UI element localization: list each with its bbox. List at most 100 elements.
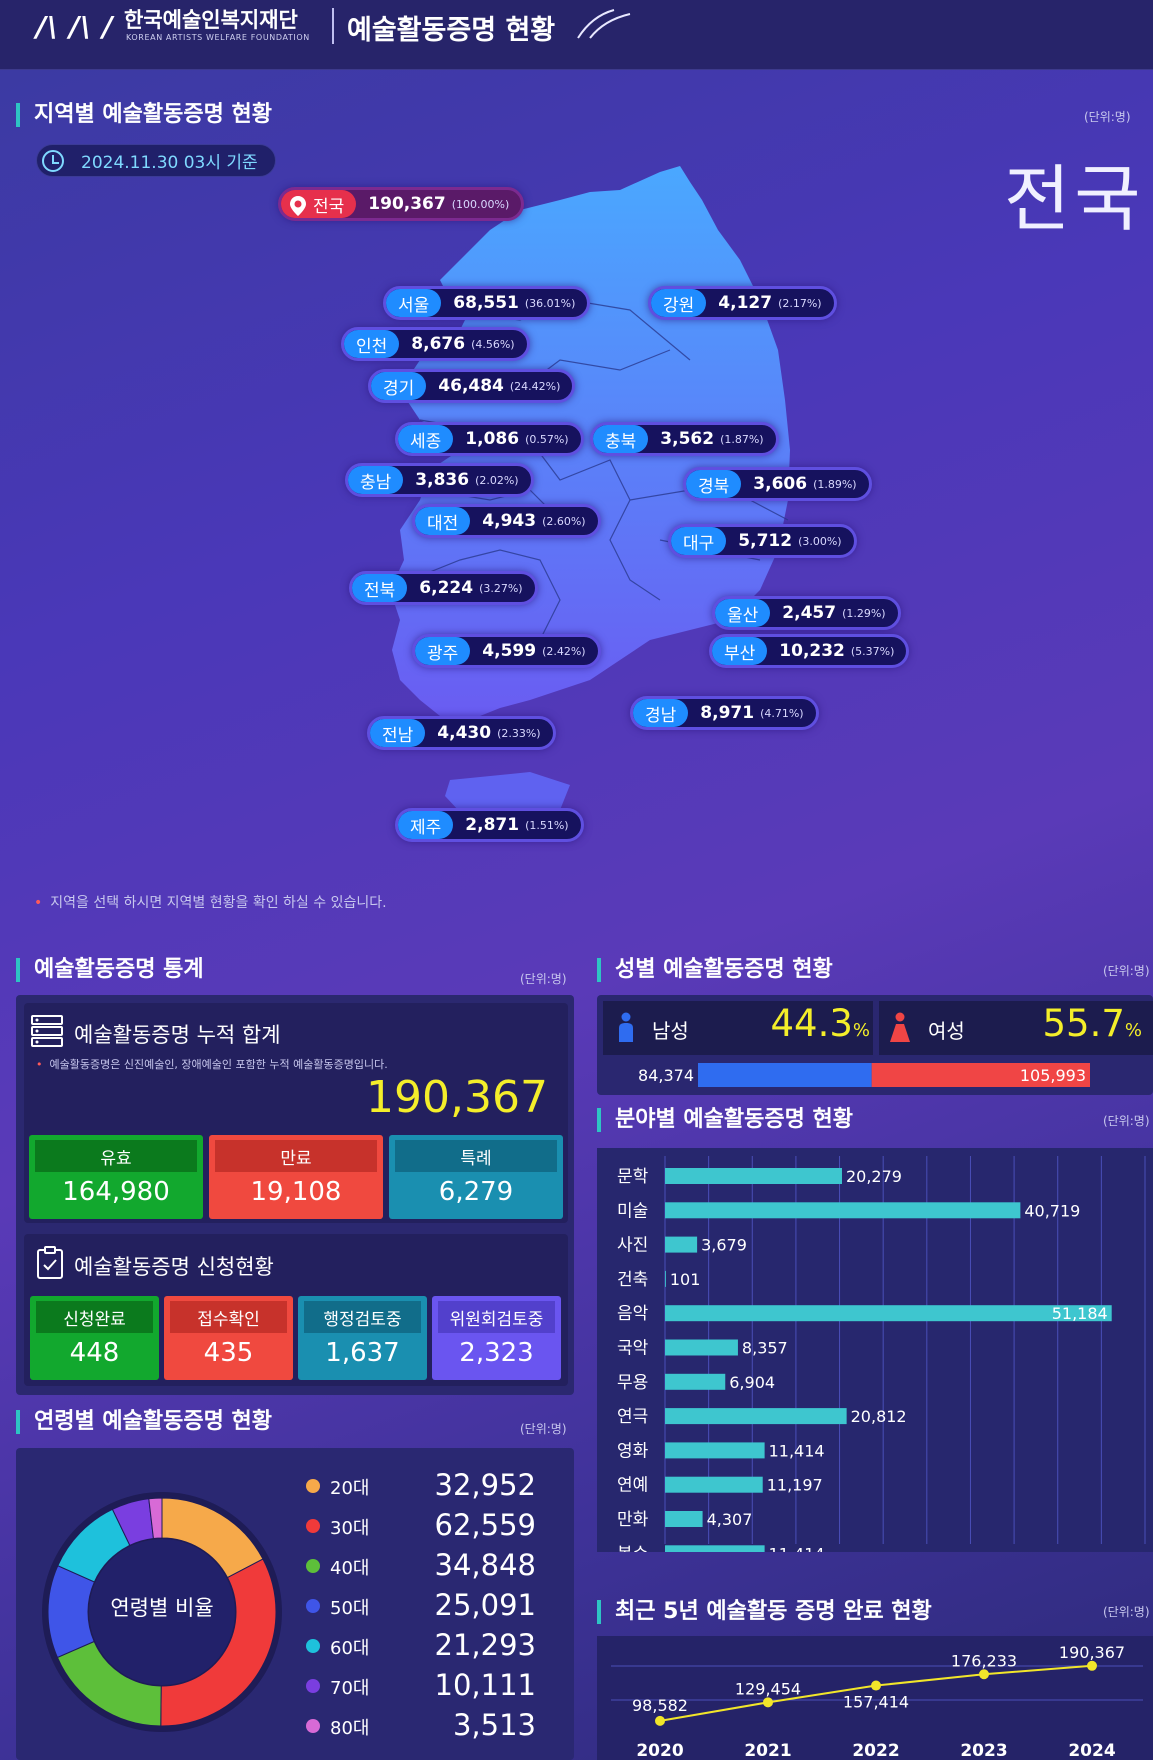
region-name: 부산 bbox=[712, 637, 768, 665]
age-legend-item: 30대 62,559 bbox=[306, 1506, 536, 1546]
region-name: 제주 bbox=[398, 811, 454, 839]
region-value: 46,484 bbox=[438, 376, 504, 396]
trend-point[interactable] bbox=[763, 1697, 773, 1708]
female-percent: 55.7% bbox=[1032, 1002, 1143, 1045]
region-pill[interactable]: 강원 4,127 (2.17%) bbox=[648, 286, 837, 320]
category-label: 연극 bbox=[617, 1407, 648, 1427]
status-value: 448 bbox=[69, 1338, 120, 1368]
trend-point[interactable] bbox=[655, 1715, 665, 1726]
map-note: 지역을 선택 하시면 지역별 현황을 확인 하실 수 있습니다. bbox=[34, 892, 386, 912]
region-pill[interactable]: 충남 3,836 (2.02%) bbox=[345, 463, 534, 497]
status-value: 1,637 bbox=[325, 1338, 400, 1368]
legend-dot-icon bbox=[306, 1679, 320, 1693]
category-label: 무용 bbox=[617, 1373, 648, 1393]
status-label: 위원회검토중 bbox=[438, 1301, 555, 1333]
legend-dot-icon bbox=[306, 1559, 320, 1573]
bar-건축[interactable] bbox=[665, 1270, 666, 1287]
age-legend-item: 80대 3,513 bbox=[306, 1706, 536, 1746]
trend-point[interactable] bbox=[871, 1680, 881, 1691]
region-pill[interactable]: 대전 4,943 (2.60%) bbox=[412, 504, 601, 538]
trend-point[interactable] bbox=[1087, 1660, 1097, 1671]
trend-point[interactable] bbox=[979, 1669, 989, 1680]
bar-만화[interactable] bbox=[665, 1511, 703, 1527]
age-label: 60대 bbox=[330, 1638, 370, 1659]
bar-문학[interactable] bbox=[665, 1168, 842, 1184]
page-title: 예술활동증명 현황 bbox=[347, 15, 556, 46]
clock-icon bbox=[42, 150, 64, 172]
foundation-logo[interactable]: /\ /\ / bbox=[36, 10, 114, 43]
status-label: 특례 bbox=[395, 1140, 557, 1172]
stats-unit-label: (단위:명) bbox=[520, 972, 567, 986]
region-pill[interactable]: 경기 46,484 (24.42%) bbox=[368, 369, 576, 403]
category-label: 연예 bbox=[617, 1476, 648, 1496]
region-percent: (4.56%) bbox=[471, 337, 515, 351]
bar-무용[interactable] bbox=[665, 1373, 726, 1390]
region-percent: (4.71%) bbox=[760, 706, 804, 720]
status-label: 접수확인 bbox=[170, 1301, 287, 1333]
age-donut-chart[interactable] bbox=[40, 1490, 284, 1734]
legend-dot-icon bbox=[306, 1719, 320, 1733]
region-pill[interactable]: 서울 68,551 (36.01%) bbox=[383, 286, 591, 320]
region-name: 충북 bbox=[593, 425, 649, 453]
legend-dot-icon bbox=[306, 1519, 320, 1533]
status-label: 신청완료 bbox=[36, 1301, 153, 1333]
region-name: 서울 bbox=[386, 289, 442, 317]
bar-연예[interactable] bbox=[665, 1476, 763, 1493]
region-value: 4,127 bbox=[718, 293, 773, 313]
region-pill[interactable]: 전북 6,224 (3.27%) bbox=[349, 571, 538, 605]
status-value: 164,980 bbox=[62, 1177, 170, 1207]
region-value: 8,676 bbox=[411, 334, 466, 354]
bar-국악[interactable] bbox=[665, 1339, 738, 1356]
region-pill[interactable]: 대구 5,712 (3.00%) bbox=[668, 524, 857, 558]
bar-영화[interactable] bbox=[665, 1442, 765, 1459]
age-label: 70대 bbox=[330, 1678, 370, 1699]
bar-미술[interactable] bbox=[665, 1202, 1021, 1219]
region-pill-national[interactable]: 전국 190,367 (100.00%) bbox=[278, 187, 525, 221]
region-pill[interactable]: 제주 2,871 (1.51%) bbox=[395, 808, 584, 842]
trend-year-label: 2021 bbox=[744, 1741, 791, 1760]
region-pill[interactable]: 충북 3,562 (1.87%) bbox=[590, 422, 779, 456]
trend-line-chart[interactable]: 98,582 2020 129,454 2021 157,414 2022 176,233 2… bbox=[597, 1636, 1153, 1760]
status-label: 만료 bbox=[215, 1140, 377, 1172]
age-value: 10,111 bbox=[434, 1668, 536, 1702]
gender-ratio-bar[interactable]: 105,993 bbox=[698, 1063, 1090, 1087]
region-pill[interactable]: 인천 8,676 (4.56%) bbox=[341, 327, 530, 361]
status-label: 유효 bbox=[35, 1140, 197, 1172]
field-bar-chart[interactable]: 문학 20,279 미술 40,719 사진 3,679 건축 101 음악 51,184 국악 8,… bbox=[597, 1148, 1153, 1552]
bar-음악[interactable] bbox=[665, 1305, 1112, 1322]
bar-value-label: 101 bbox=[670, 1270, 701, 1289]
donut-slice-30대[interactable] bbox=[160, 1558, 277, 1727]
category-label: 만화 bbox=[617, 1510, 649, 1530]
bar-복수[interactable] bbox=[665, 1545, 765, 1552]
stats-section-title: 예술활동증명 통계 bbox=[16, 958, 204, 982]
bar-value-label: 4,307 bbox=[707, 1510, 753, 1529]
region-pill[interactable]: 광주 4,599 (2.42%) bbox=[412, 634, 601, 668]
male-bar-segment bbox=[698, 1063, 872, 1087]
region-percent: (2.02%) bbox=[475, 473, 519, 487]
region-name: 세종 bbox=[398, 425, 454, 453]
region-value: 2,457 bbox=[782, 603, 837, 623]
region-percent: (2.17%) bbox=[778, 296, 822, 310]
age-value: 21,293 bbox=[434, 1628, 536, 1662]
age-legend-item: 50대 25,091 bbox=[306, 1586, 536, 1626]
region-pill[interactable]: 경북 3,606 (1.89%) bbox=[683, 467, 872, 501]
region-pill[interactable]: 부산 10,232 (5.37%) bbox=[709, 634, 910, 668]
region-value: 2,871 bbox=[465, 815, 520, 835]
age-value: 34,848 bbox=[434, 1548, 536, 1582]
region-value: 10,232 bbox=[779, 641, 845, 661]
region-pill[interactable]: 전남 4,430 (2.33%) bbox=[367, 716, 556, 750]
region-pill[interactable]: 경남 8,971 (4.71%) bbox=[630, 696, 819, 730]
trend-value-label: 98,582 bbox=[632, 1696, 688, 1715]
bar-value-label: 3,679 bbox=[701, 1236, 747, 1255]
age-label: 20대 bbox=[330, 1478, 370, 1499]
region-value: 3,562 bbox=[660, 429, 715, 449]
region-pill[interactable]: 울산 2,457 (1.29%) bbox=[712, 596, 901, 630]
status-label: 행정검토중 bbox=[304, 1301, 421, 1333]
donut-slice-80대[interactable] bbox=[148, 1497, 163, 1540]
status-value: 2,323 bbox=[459, 1338, 534, 1368]
server-stack-icon bbox=[31, 1015, 63, 1047]
bar-연극[interactable] bbox=[665, 1408, 847, 1425]
region-pill[interactable]: 세종 1,086 (0.57%) bbox=[395, 422, 584, 456]
clipboard-check-icon bbox=[37, 1246, 63, 1279]
bar-사진[interactable] bbox=[665, 1236, 698, 1253]
